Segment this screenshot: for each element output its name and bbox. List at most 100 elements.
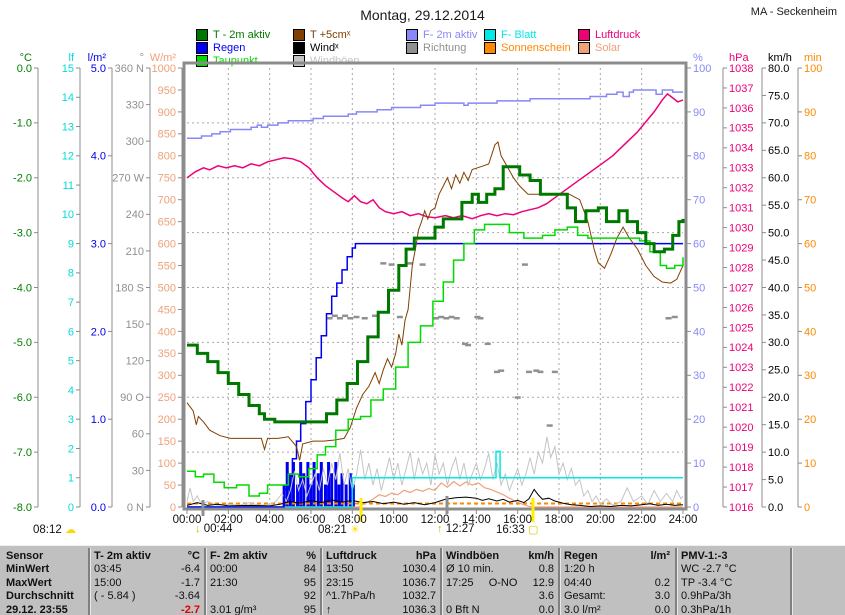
svg-text:10: 10 — [62, 209, 74, 221]
cell-time: 04:40 — [564, 577, 592, 589]
table-cell: Gesamt: 3.0 — [564, 590, 670, 603]
table-cell: Ø 10 min. 0.8 — [446, 563, 554, 576]
marker-time: 08:21 — [318, 524, 347, 536]
svg-text:1020: 1020 — [729, 422, 753, 434]
svg-text:0: 0 — [68, 502, 74, 514]
svg-text:10:00: 10:00 — [379, 514, 408, 526]
svg-text:13: 13 — [62, 121, 74, 133]
legend-label: F- 2m aktiv — [423, 29, 478, 41]
legend-label: Richtung — [423, 42, 467, 54]
svg-text:75.0: 75.0 — [768, 90, 789, 102]
wind-direction-point — [342, 314, 349, 318]
rain-rate-bar — [291, 462, 295, 507]
svg-text:14: 14 — [62, 92, 74, 104]
table-cell: -2.7 — [94, 604, 200, 615]
svg-text:1032: 1032 — [729, 183, 753, 195]
svg-text:550: 550 — [158, 260, 176, 272]
series-wind- — [186, 488, 684, 508]
svg-text:250: 250 — [158, 392, 176, 404]
svg-text:25.0: 25.0 — [768, 365, 789, 377]
svg-text:11: 11 — [63, 180, 74, 192]
svg-text:20.0: 20.0 — [768, 392, 789, 404]
column-separator — [320, 548, 323, 615]
svg-text:°: ° — [140, 52, 144, 64]
column-header: Luftdruck — [326, 550, 377, 562]
table-row-label: MaxWert — [6, 577, 52, 589]
cell-value: 0.8 — [538, 563, 554, 575]
svg-text:1037: 1037 — [729, 83, 753, 95]
svg-text:1027: 1027 — [729, 282, 753, 294]
wind-direction-point — [514, 396, 521, 399]
cell-time: 3.01 g/m³ — [210, 604, 257, 615]
table-cell: ↑ 1036.3 — [326, 604, 436, 615]
legend-label: T +5cmˣ — [310, 29, 351, 41]
svg-text:20:00: 20:00 — [586, 514, 615, 526]
svg-text:1031: 1031 — [729, 203, 753, 215]
sunset-icon: ▢ — [527, 524, 539, 536]
table-cell: 3.01 g/m³ 95 — [210, 604, 316, 615]
svg-text:70.0: 70.0 — [768, 118, 789, 130]
wind-direction-point — [494, 370, 500, 374]
svg-text:12:00: 12:00 — [421, 514, 450, 526]
svg-text:1021: 1021 — [729, 402, 753, 414]
rain-rate-bar — [334, 462, 338, 507]
rain-rate-bar — [302, 473, 306, 507]
table-cell: 13:50 1030.4 — [326, 563, 436, 576]
svg-text:45.0: 45.0 — [768, 255, 789, 267]
svg-text:800: 800 — [158, 151, 176, 163]
page-title: Montag, 29.12.2014 — [360, 7, 485, 23]
svg-text:0.0: 0.0 — [91, 502, 106, 514]
svg-text:08:00: 08:00 — [338, 514, 367, 526]
rain-rate-bar — [296, 484, 300, 507]
cell-value: -6.4 — [181, 563, 200, 575]
svg-text:30: 30 — [804, 370, 816, 382]
svg-text:200: 200 — [158, 414, 176, 426]
wind-direction-point — [477, 316, 484, 320]
column-separator — [675, 548, 678, 615]
svg-text:40.0: 40.0 — [768, 282, 789, 294]
cell-value: 0.0 — [538, 604, 554, 615]
svg-text:04:00: 04:00 — [255, 514, 284, 526]
svg-text:02:00: 02:00 — [214, 514, 243, 526]
svg-text:1025: 1025 — [729, 322, 753, 334]
svg-text:90 O: 90 O — [120, 392, 144, 404]
wind-direction-point — [484, 342, 491, 346]
event-tick — [445, 496, 449, 514]
column-unit: hPa — [415, 550, 436, 562]
cell-value: 0.2 — [654, 577, 670, 589]
legend-item: Regen — [196, 42, 245, 54]
svg-text:3.0: 3.0 — [91, 238, 106, 250]
cell-time: 00:00 — [210, 563, 238, 575]
series-luftdruck — [186, 92, 684, 220]
svg-text:40: 40 — [693, 326, 705, 338]
svg-text:1016: 1016 — [729, 502, 753, 514]
table-cell: 92 — [210, 590, 316, 603]
svg-text:65.0: 65.0 — [768, 145, 789, 157]
series-t-2m-aktiv — [187, 165, 685, 424]
svg-text:5.0: 5.0 — [91, 63, 106, 75]
marker-moonset: ↓ 00:44 — [195, 523, 232, 535]
svg-text:750: 750 — [158, 173, 176, 185]
wind-direction-point — [498, 369, 505, 372]
cell-value: 12.9 — [532, 577, 554, 589]
event-tick — [531, 498, 535, 522]
svg-text:l/m²: l/m² — [88, 52, 107, 64]
cell-time: 17:25 — [446, 577, 474, 589]
svg-text:1: 1 — [68, 473, 74, 485]
legend-swatch-icon — [196, 29, 208, 41]
svg-text:90: 90 — [693, 107, 705, 119]
cell-time: 15:00 — [94, 577, 122, 589]
cell-time: Ø 10 min. — [446, 563, 494, 575]
svg-text:80: 80 — [693, 151, 705, 163]
marker-time: 12:27 — [445, 523, 475, 535]
cell-time: ↑ — [326, 604, 332, 615]
svg-text:80: 80 — [804, 151, 816, 163]
table-cell: 3.0 l/m² 0.0 — [564, 604, 670, 615]
cell-time: 03:45 — [94, 563, 122, 575]
svg-text:1029: 1029 — [729, 242, 753, 254]
cell-value: 92 — [303, 590, 316, 602]
legend-item: Luftdruck — [578, 29, 640, 41]
legend-item: F- Blatt — [484, 29, 536, 41]
table-cell: 04:40 0.2 — [564, 577, 670, 590]
legend-swatch-icon — [406, 42, 418, 54]
